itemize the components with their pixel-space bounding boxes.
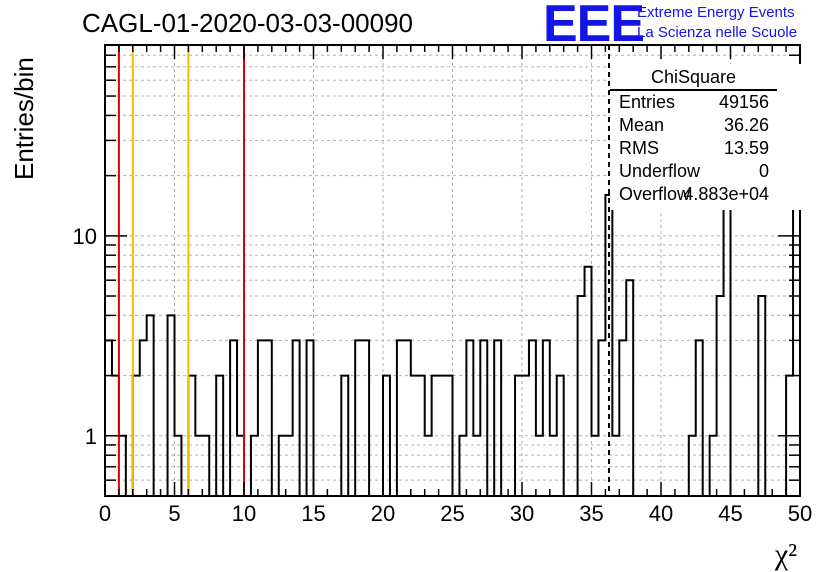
eee-logo: EEE: [543, 0, 645, 53]
histogram-bin: [466, 340, 473, 496]
tick-labels: 0 5 10 15 20 25 30 35 40 45 50 1 10: [73, 224, 813, 526]
histogram-bin: [230, 340, 237, 496]
stats-row-overflow: Overflow 4.883e+04: [619, 184, 769, 206]
axes: [104, 44, 801, 497]
histogram-bin: [543, 340, 550, 496]
histogram-bin: [147, 315, 154, 496]
stats-row-rms: RMS 13.59: [619, 138, 769, 160]
stats-key: RMS: [619, 138, 659, 158]
x-tick-label: 20: [371, 501, 395, 526]
histogram-bin: [529, 340, 536, 496]
histogram-bin: [258, 340, 265, 496]
chart-title: CAGL-01-2020-03-03-00090: [82, 8, 413, 38]
histogram-bin: [619, 340, 626, 496]
stats-row-entries: Entries 49156: [619, 92, 769, 114]
histogram-bin: [598, 340, 605, 496]
histogram-bin: [626, 280, 633, 496]
histogram-bin: [140, 340, 147, 496]
histogram-bin: [307, 340, 314, 496]
stats-key: Overflow: [619, 184, 691, 204]
histogram-bin: [105, 340, 112, 496]
y-tick-label: 10: [73, 224, 97, 249]
histogram-bin: [293, 340, 300, 496]
organization-line-2: La Scienza nelle Scuole: [637, 24, 798, 41]
x-tick-label: 30: [510, 501, 534, 526]
x-tick-label: 45: [718, 501, 742, 526]
x-tick-label: 50: [788, 501, 812, 526]
grid: [104, 45, 801, 496]
y-axis-label: Entries/bin: [9, 57, 39, 180]
histogram-bin: [404, 340, 411, 496]
x-tick-label: 25: [440, 501, 464, 526]
histogram-bin: [758, 296, 765, 496]
stats-value: 36.26: [723, 115, 769, 135]
histogram-bin: [397, 340, 404, 496]
stats-value: 13.59: [723, 138, 769, 158]
stats-title: ChiSquare: [650, 67, 737, 87]
histogram-bin: [696, 340, 703, 496]
histogram-bin: [362, 340, 369, 496]
histogram-bin: [717, 296, 724, 496]
stats-key: Mean: [619, 115, 665, 135]
x-tick-label: 15: [301, 501, 325, 526]
histogram-bin: [724, 195, 731, 496]
stats-key: Entries: [619, 92, 676, 112]
histogram-bin: [578, 296, 585, 496]
x-tick-label: 35: [579, 501, 603, 526]
organization-text: Extreme Energy Events La Scienza nelle S…: [637, 3, 797, 43]
histogram-bin: [480, 340, 487, 496]
histogram-bin: [355, 340, 362, 496]
stats-row-underflow: Underflow 0: [619, 161, 769, 183]
stats-box: ChiSquare Entries 49156 Mean 36.26 RMS 1…: [610, 64, 805, 210]
histogram-bin: [494, 340, 501, 496]
reference-lines: [117, 45, 611, 496]
y-tick-label: 1: [85, 424, 97, 449]
x-axis-label: χ²: [774, 538, 797, 571]
organization-line-1: Extreme Energy Events: [637, 4, 795, 21]
histogram-bin: [585, 267, 592, 496]
histogram-bin: [265, 340, 272, 496]
stats-value: 49156: [718, 92, 769, 112]
x-tick-label: 0: [99, 501, 111, 526]
histogram-bin: [168, 315, 175, 496]
stats-value: 4.883e+04: [683, 184, 769, 204]
x-tick-label: 40: [649, 501, 673, 526]
stats-row-mean: Mean 36.26: [619, 115, 769, 137]
stats-value: 0: [758, 161, 769, 181]
stats-divider: [610, 89, 777, 91]
stats-key: Underflow: [619, 161, 701, 181]
x-tick-label: 5: [168, 501, 180, 526]
x-tick-label: 10: [232, 501, 256, 526]
